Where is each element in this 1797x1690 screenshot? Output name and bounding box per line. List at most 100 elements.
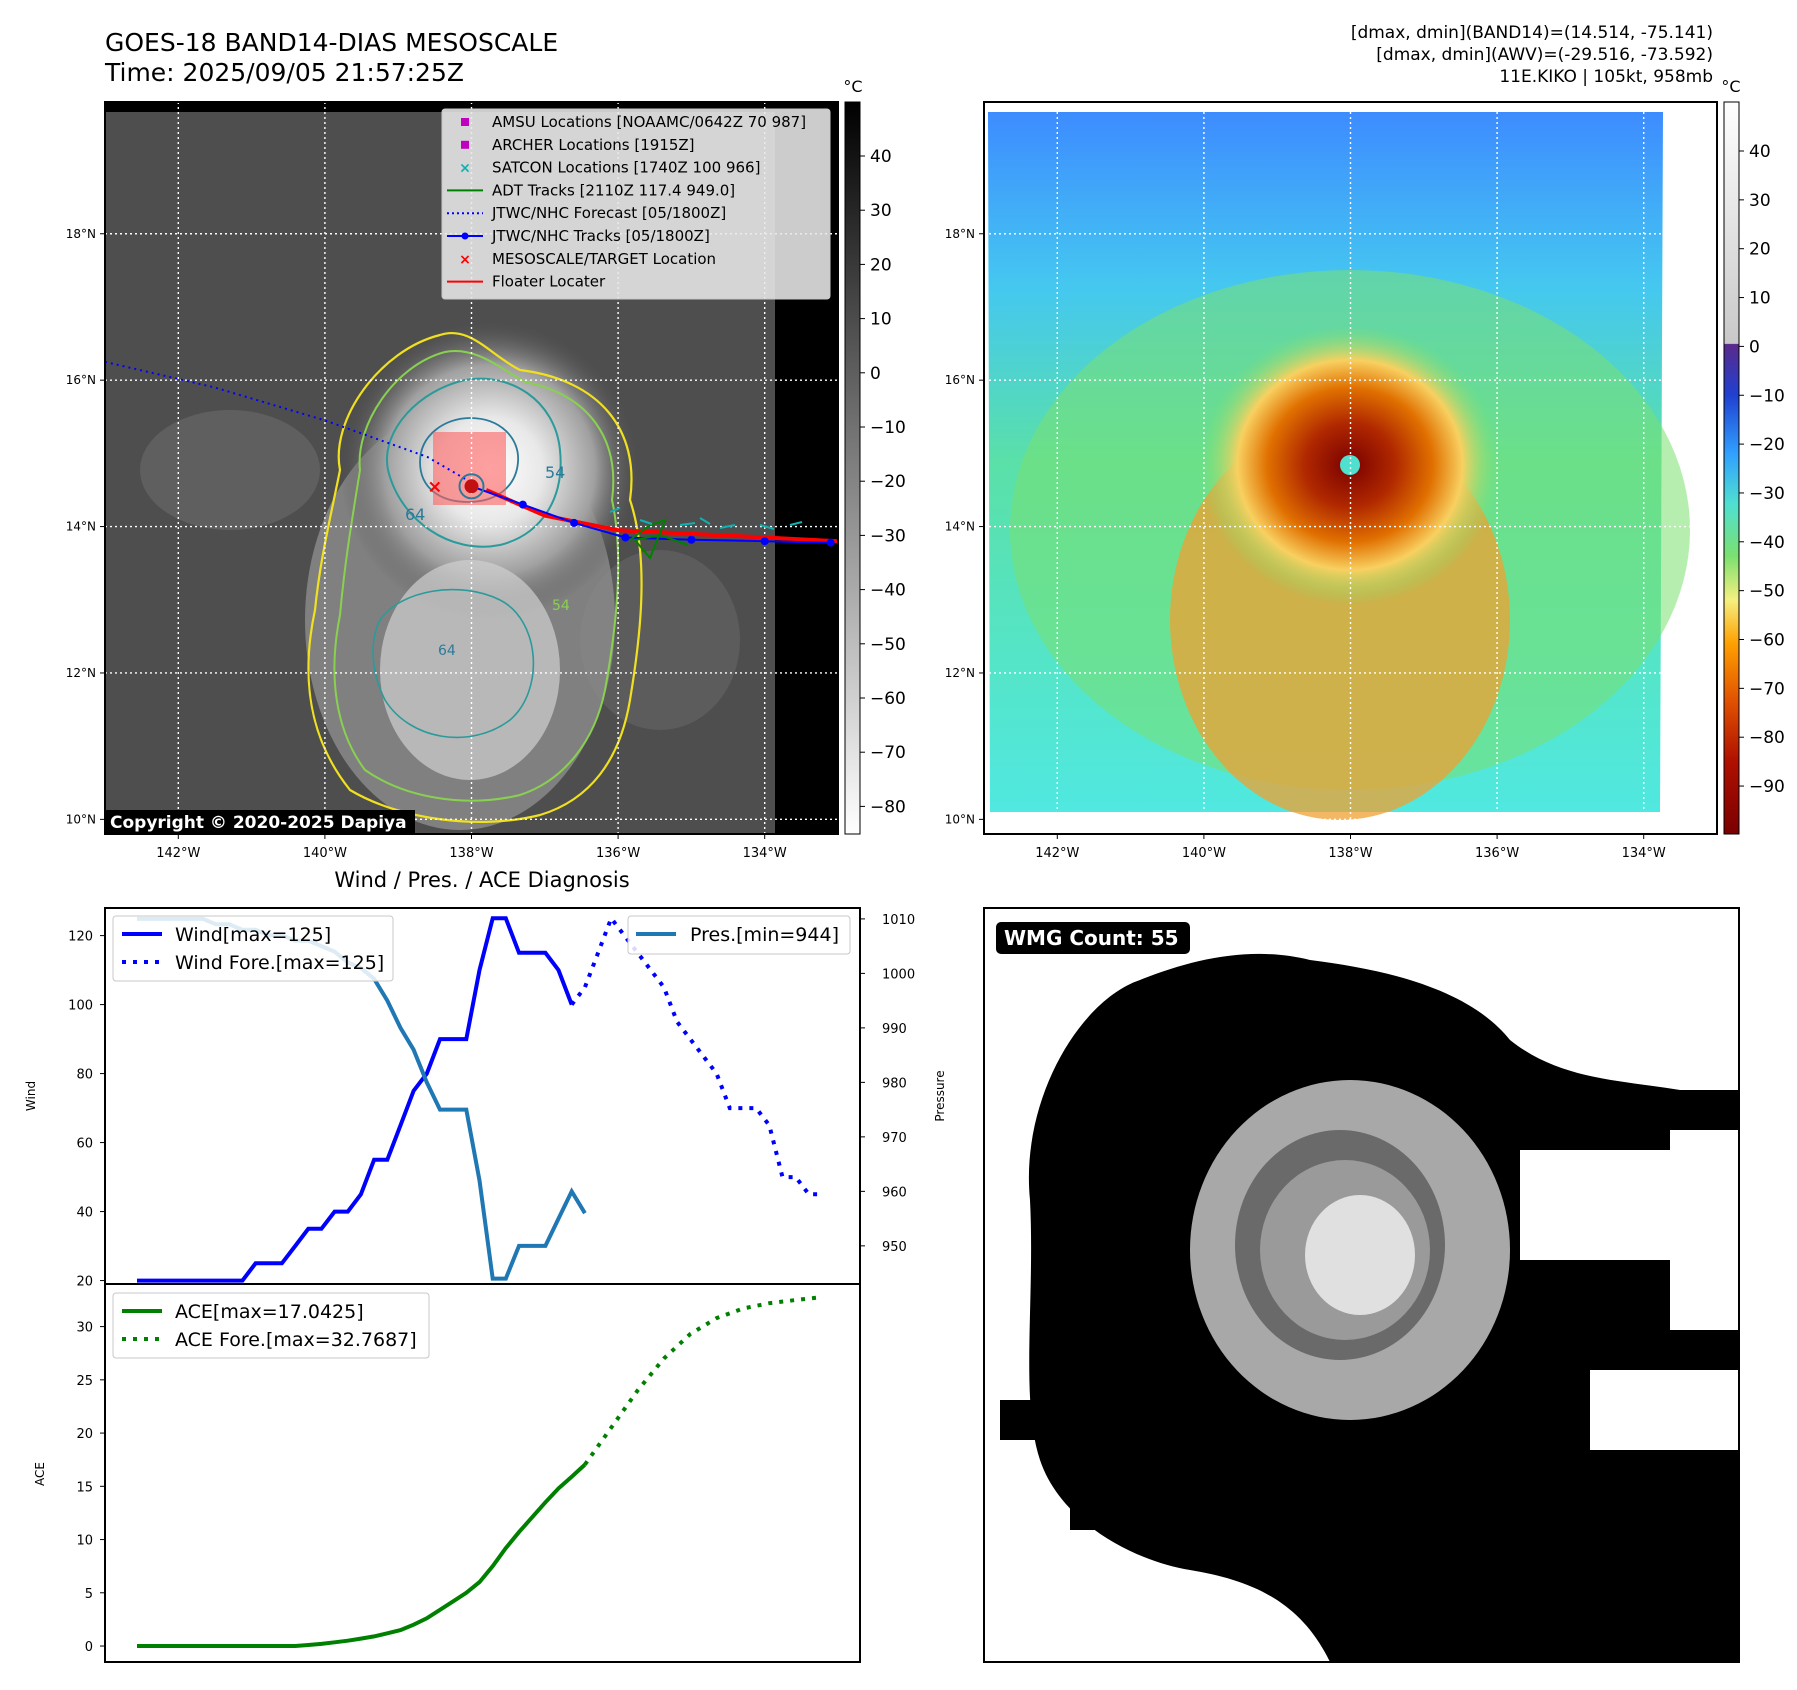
wmg-frame	[983, 907, 1740, 1663]
wind-pressure-panel: Wind / Pres. / ACE Diagnosis 120 100 80 60 4…	[24, 868, 947, 1290]
wind-legend: Wind[max=125] Wind Fore.[max=125]	[112, 915, 394, 982]
lat-label: 16°N	[945, 373, 975, 387]
lat-label: 16°N	[66, 373, 96, 387]
lat-label: 18°N	[66, 227, 96, 241]
y-tick-label: 960	[882, 1185, 907, 1200]
legend-label: ADT Tracks [2110Z 117.4 949.0]	[492, 181, 735, 199]
wind-forecast-line	[570, 914, 822, 1197]
colorbar-tick-label: −10	[870, 418, 906, 438]
stats-band14: [dmax, dmin](BAND14)=(14.514, -75.141)	[1351, 23, 1713, 43]
colorbar-tick-label: −70	[1749, 679, 1785, 699]
legend-marker-square	[461, 118, 469, 126]
color-map-axis-labels: 142°W 140°W 138°W 136°W 134°W 18°N 16°N 14°N 12°…	[945, 227, 1666, 861]
lon-label: 138°W	[449, 846, 493, 861]
colorbar-tick-label: −40	[870, 581, 906, 601]
legend-label: ARCHER Locations [1915Z]	[492, 136, 695, 154]
contour-teal	[385, 377, 562, 548]
wind-y-axis: 120 100 80 60 40 20	[68, 930, 105, 1290]
colorbar-tick-label: 0	[1749, 337, 1760, 357]
wmg-count: WMG Count: 55	[1004, 926, 1179, 950]
legend-label: MESOSCALE/TARGET Location	[492, 250, 716, 268]
legend-label: JTWC/NHC Tracks [05/1800Z]	[491, 227, 710, 245]
y-tick-label: 30	[76, 1321, 93, 1336]
ir-cloud-haze	[140, 410, 320, 530]
target-location-x: ×	[427, 476, 442, 497]
best-track-point	[518, 500, 527, 509]
y-tick-label: 15	[76, 1480, 93, 1495]
legend-marker-x: ×	[459, 252, 471, 268]
color-colorbar-bar	[1723, 101, 1740, 835]
ace-line	[137, 1463, 587, 1648]
contour-label: 64	[405, 505, 425, 524]
colorbar-tick-label: −60	[1749, 631, 1785, 651]
color-colorbar: °C 40 30 20 10 0 −10 −20 −30 −40 −50 −60 −70 −80 −90	[1721, 77, 1785, 835]
colorbar-tick-label: 40	[870, 147, 892, 167]
colorbar-tick-label: 0	[870, 364, 881, 384]
contour-label: 54	[545, 463, 565, 482]
lon-label: 142°W	[156, 846, 200, 861]
colorbar-tick-label: −20	[1749, 435, 1785, 455]
colorbar-tick-label: −80	[870, 797, 906, 817]
y-tick-label: 120	[68, 930, 93, 945]
lon-label: 136°W	[596, 846, 640, 861]
colorbar-tick-label: 10	[870, 310, 892, 330]
colorbar-tick-label: −50	[1749, 582, 1785, 602]
y-tick-label: 20	[76, 1427, 93, 1442]
colorbar-tick-label: −30	[1749, 484, 1785, 504]
legend-item: × SATCON Locations [1740Z 100 966]	[459, 159, 760, 177]
legend-item: JTWC/NHC Forecast [05/1800Z]	[447, 204, 726, 222]
colorbar-tick-label: 30	[870, 201, 892, 221]
y-tick-label: 0	[85, 1640, 93, 1655]
wmg-white-patch	[1590, 1370, 1739, 1450]
ace-forecast-line	[583, 1295, 823, 1466]
copyright-bg	[105, 810, 415, 834]
wmg-label-bg	[996, 922, 1190, 954]
best-track-point	[826, 538, 835, 547]
y-tick-label: 80	[76, 1068, 93, 1083]
wind-legend-label: Wind[max=125]	[175, 924, 331, 946]
lon-label: 138°W	[1328, 846, 1372, 861]
contour-label: 64	[438, 643, 456, 659]
pressure-legend-box	[627, 915, 851, 955]
figure-title: GOES-18 BAND14-DIAS MESOSCALE	[105, 28, 558, 57]
colorbar-tick-label: 20	[870, 255, 892, 275]
colorbar-tick-label: 40	[1749, 142, 1771, 162]
wind-ylabel: Wind	[24, 1081, 38, 1111]
lon-label: 134°W	[743, 846, 787, 861]
diagnosis-title: Wind / Pres. / ACE Diagnosis	[334, 868, 629, 892]
y-tick-label: 980	[882, 1076, 907, 1091]
lat-label: 10°N	[945, 812, 975, 826]
contour-teal-south	[372, 588, 535, 739]
legend-item: ARCHER Locations [1915Z]	[461, 136, 695, 154]
wmg-white-patch	[1520, 1150, 1670, 1260]
wmg-core	[1305, 1195, 1415, 1315]
legend-item: Floater Locater	[447, 273, 606, 291]
legend-box	[441, 108, 831, 300]
y-tick-label: 20	[76, 1275, 93, 1290]
colorbar-tick-label: −20	[870, 472, 906, 492]
y-tick-label: 25	[76, 1374, 93, 1389]
colorbar-tick-label: 10	[1749, 289, 1771, 309]
ace-fore-legend-label: ACE Fore.[max=32.7687]	[175, 1329, 417, 1351]
floater-track	[485, 488, 838, 544]
storm-center-marker	[458, 473, 485, 500]
ace-y-axis: 30 25 20 15 10 5 0	[76, 1321, 105, 1655]
ir-map-axis-labels: 142°W 140°W 138°W 136°W 134°W 18°N 16°N 14°N 12°…	[66, 227, 787, 861]
colorbar-tick-label: −80	[1749, 728, 1785, 748]
colorbar-tick-label: −60	[870, 689, 906, 709]
wind-line	[137, 916, 574, 1283]
ir-colorbar-bar	[844, 101, 861, 835]
y-tick-label: 950	[882, 1240, 907, 1255]
best-track-point	[687, 535, 696, 544]
colorbar-tick-label: −40	[1749, 533, 1785, 553]
pressure-legend: Pres.[min=944]	[627, 915, 851, 955]
ir-colorbar-unit: °C	[843, 77, 862, 96]
stats-awv: [dmax, dmin](AWV)=(-29.516, -73.592)	[1376, 45, 1713, 65]
lon-label: 140°W	[303, 846, 347, 861]
lat-label: 10°N	[66, 812, 96, 826]
satcon-scatter	[609, 507, 803, 530]
y-tick-label: 60	[76, 1137, 93, 1152]
wind-legend-box	[112, 915, 394, 982]
y-tick-label: 40	[76, 1206, 93, 1221]
colorbar-tick-label: −70	[870, 743, 906, 763]
